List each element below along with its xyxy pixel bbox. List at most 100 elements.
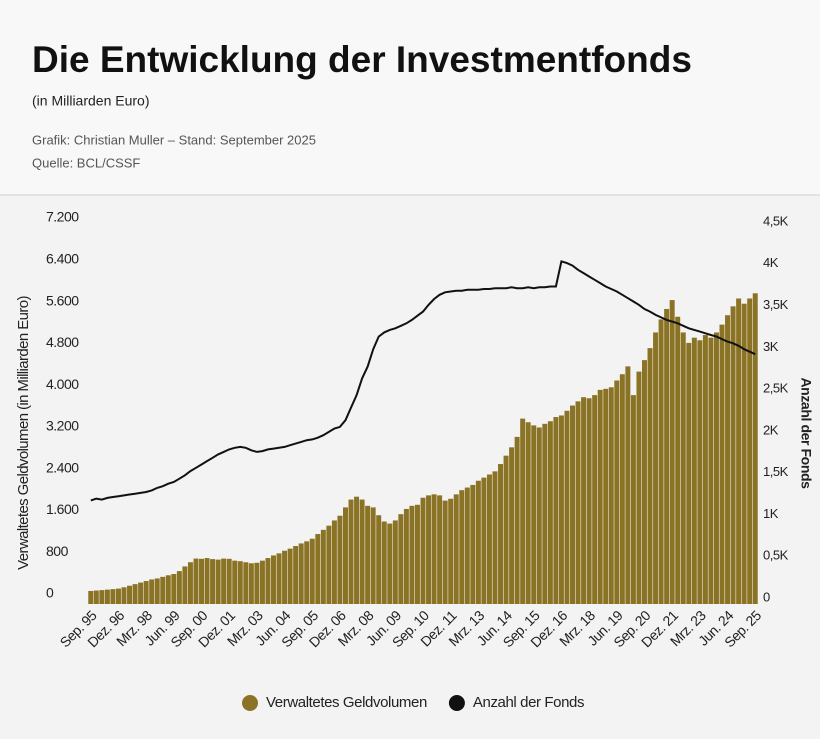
bar bbox=[509, 447, 515, 604]
y2-axis-title: Anzahl der Fonds bbox=[798, 377, 814, 489]
bar bbox=[741, 303, 747, 604]
bar bbox=[664, 308, 670, 604]
bar bbox=[282, 550, 288, 604]
header-bg bbox=[0, 0, 820, 195]
bar bbox=[747, 298, 753, 604]
bar bbox=[492, 471, 498, 604]
bar bbox=[254, 562, 260, 604]
bar bbox=[536, 427, 542, 604]
bar bbox=[486, 474, 492, 604]
bar bbox=[426, 495, 432, 604]
bar bbox=[221, 558, 227, 604]
bar bbox=[614, 380, 620, 604]
bar bbox=[248, 563, 254, 604]
bar bbox=[586, 398, 592, 604]
bar bbox=[276, 553, 282, 604]
bar bbox=[204, 558, 210, 604]
y2-tick-label: 3,5K bbox=[763, 297, 789, 312]
source: Quelle: BCL/CSSF bbox=[32, 155, 140, 170]
bar bbox=[592, 395, 598, 604]
bar bbox=[525, 422, 531, 604]
bar bbox=[331, 520, 337, 604]
y2-tick-label: 2,5K bbox=[763, 381, 789, 396]
bar bbox=[104, 589, 110, 604]
legend-marker bbox=[448, 695, 465, 711]
bar bbox=[708, 337, 714, 604]
y2-tick-label: 1K bbox=[763, 506, 779, 521]
bar bbox=[653, 332, 659, 604]
bar bbox=[193, 558, 199, 604]
bar bbox=[326, 525, 332, 604]
y2-tick-label: 4K bbox=[763, 255, 779, 270]
bar bbox=[187, 562, 193, 604]
bar bbox=[597, 389, 603, 604]
bar bbox=[414, 504, 420, 604]
bar bbox=[337, 515, 343, 604]
bar bbox=[182, 566, 188, 604]
bar bbox=[171, 573, 177, 604]
line bbox=[90, 260, 756, 502]
bar bbox=[442, 500, 448, 604]
bar bbox=[603, 388, 609, 604]
legend-label: Verwaltetes Geldvolumen bbox=[266, 694, 427, 711]
bar bbox=[165, 575, 171, 604]
y2-tick-label: 0,5K bbox=[763, 548, 789, 563]
bar bbox=[475, 480, 481, 604]
bar bbox=[370, 507, 376, 604]
bar bbox=[702, 335, 708, 604]
bar bbox=[315, 534, 321, 604]
bar bbox=[459, 490, 465, 604]
bar bbox=[691, 337, 697, 604]
credit: Grafik: Christian Muller – Stand: Septem… bbox=[32, 132, 316, 147]
y-tick-label: 6.400 bbox=[46, 250, 79, 266]
bar bbox=[199, 558, 205, 604]
y-tick-label: 3.200 bbox=[46, 418, 79, 434]
bar bbox=[409, 505, 415, 604]
bar bbox=[392, 520, 398, 604]
bar bbox=[448, 498, 454, 604]
bar bbox=[259, 560, 265, 604]
y-tick-label: 0 bbox=[46, 585, 54, 601]
bar bbox=[453, 494, 459, 604]
bar bbox=[215, 559, 221, 604]
bar bbox=[127, 585, 133, 604]
bar bbox=[686, 342, 692, 604]
bar bbox=[697, 340, 703, 604]
y2-tick-label: 4,5K bbox=[763, 213, 789, 228]
bar bbox=[298, 543, 304, 604]
bar bbox=[354, 496, 360, 604]
title: Die Entwicklung der Investmentfonds bbox=[32, 39, 692, 80]
bar bbox=[625, 366, 631, 604]
bar bbox=[381, 521, 387, 604]
bar bbox=[293, 546, 299, 604]
bar bbox=[713, 332, 719, 604]
y2-tick-label: 2K bbox=[763, 422, 779, 437]
y2-tick-label: 0 bbox=[763, 589, 770, 604]
bar bbox=[675, 316, 681, 604]
y-tick-label: 800 bbox=[46, 543, 69, 559]
bar bbox=[636, 371, 642, 604]
bar bbox=[520, 418, 526, 604]
bar bbox=[359, 499, 365, 604]
y2-tick-label: 3K bbox=[763, 339, 779, 354]
bar bbox=[420, 497, 426, 604]
bar bbox=[232, 560, 238, 604]
bar bbox=[138, 582, 144, 604]
bar bbox=[110, 589, 116, 604]
bar bbox=[403, 508, 409, 604]
bar bbox=[265, 558, 271, 604]
bar bbox=[630, 395, 636, 604]
bar bbox=[237, 561, 243, 604]
y2-tick-label: 1,5K bbox=[763, 464, 789, 479]
bar bbox=[99, 590, 105, 604]
bar bbox=[498, 464, 504, 604]
bar bbox=[725, 315, 731, 604]
bar bbox=[160, 576, 166, 604]
y-tick-label: 5.600 bbox=[46, 292, 79, 308]
bar bbox=[132, 584, 138, 604]
legend-marker bbox=[242, 695, 258, 711]
y-tick-label: 2.400 bbox=[46, 459, 79, 475]
bar bbox=[93, 590, 99, 604]
bar bbox=[176, 571, 182, 604]
bar bbox=[581, 397, 587, 604]
